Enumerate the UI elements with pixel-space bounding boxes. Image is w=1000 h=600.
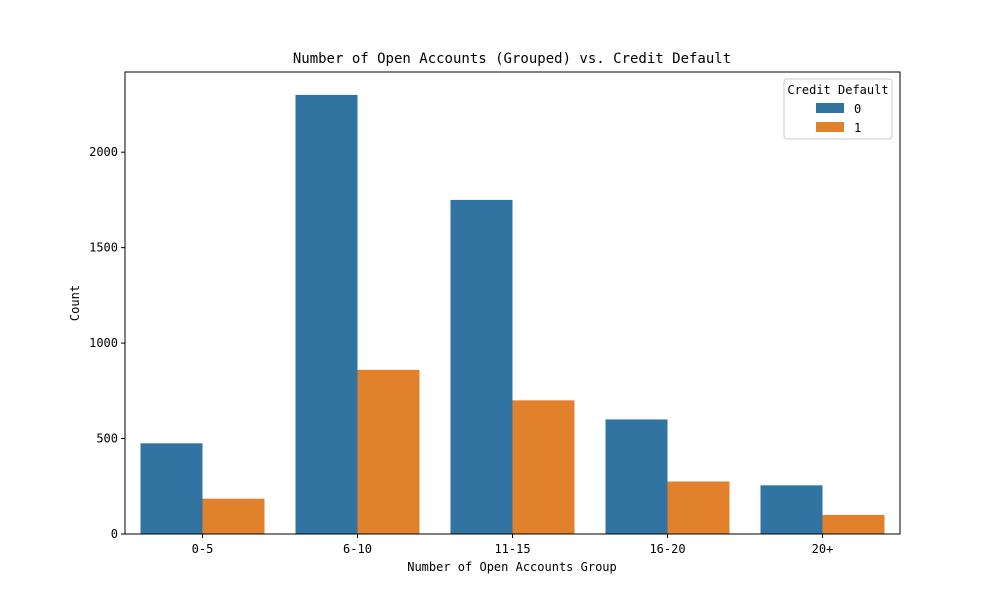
bar-11-15-series-0 [450, 199, 513, 534]
y-tick-label: 1000 [89, 336, 118, 350]
bar-20+-series-1 [822, 514, 885, 534]
chart-title: Number of Open Accounts (Grouped) vs. Cr… [293, 51, 731, 67]
x-axis-label: Number of Open Accounts Group [407, 560, 617, 574]
x-tick-label: 6-10 [343, 542, 372, 556]
y-tick-label: 2000 [89, 145, 118, 159]
legend-title: Credit Default [787, 83, 888, 97]
y-tick-label: 500 [96, 432, 118, 446]
legend-swatch-0 [816, 103, 844, 113]
x-tick-label: 11-15 [494, 542, 530, 556]
y-tick-label: 0 [111, 527, 118, 541]
plot-area: 0 500 1000 1500 2000 0-5 6-10 11-15 16-20 20+ [89, 71, 901, 556]
y-tick-label: 1500 [89, 241, 118, 255]
bar-0-5-series-1 [202, 498, 265, 534]
bar-0-5-series-0 [140, 443, 203, 534]
legend-swatch-1 [816, 122, 844, 132]
bar-16-20-series-1 [667, 481, 730, 534]
y-axis-label: Count [68, 285, 82, 321]
x-tick-label: 0-5 [192, 542, 214, 556]
legend-label-0: 0 [854, 102, 861, 116]
legend: Credit Default 0 1 [783, 78, 893, 140]
x-tick-label: 20+ [812, 542, 834, 556]
x-tick-label: 16-20 [649, 542, 685, 556]
bar-20+-series-0 [760, 485, 823, 534]
bar-6-10-series-1 [357, 369, 420, 534]
bar-11-15-series-1 [512, 400, 575, 534]
bar-16-20-series-0 [605, 419, 668, 534]
legend-label-1: 1 [854, 121, 861, 135]
bar-6-10-series-0 [295, 94, 358, 534]
